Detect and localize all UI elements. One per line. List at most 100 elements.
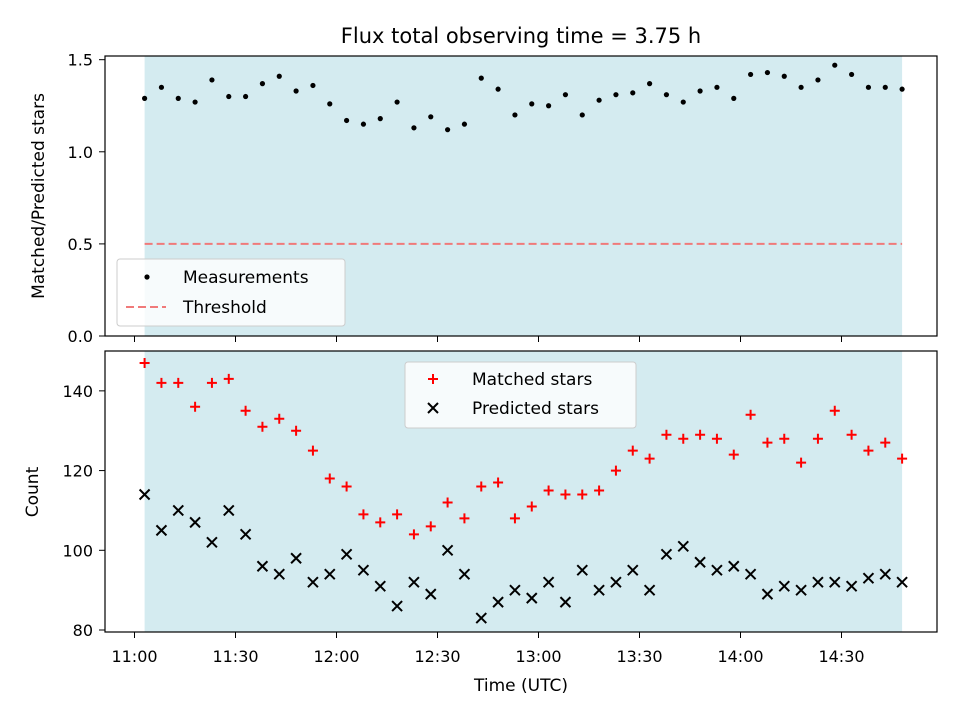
y-tick-label: 1.5 [68, 51, 93, 70]
bottom-legend: Matched stars Predicted stars [404, 361, 637, 429]
measurement-point [529, 101, 535, 107]
predicted-star-point [862, 572, 875, 584]
measurement-point [697, 88, 703, 94]
predicted-star-point [526, 592, 538, 604]
bottom-y-ticks: 80 100 120 140 [62, 382, 105, 640]
predicted-star-point [559, 596, 572, 608]
matched-star-point [695, 429, 706, 440]
predicted-legend-label: Predicted stars [472, 399, 599, 419]
x-axis-label: Time (UTC) [473, 676, 568, 696]
measurement-point [344, 117, 350, 124]
matched-star-point [594, 485, 605, 496]
matched-star-point [762, 437, 773, 448]
predicted-star-point [273, 568, 285, 580]
measurement-point [882, 84, 888, 90]
measurement-point [445, 127, 451, 133]
y-tick-label: 1.0 [68, 143, 93, 162]
matched-star-point [644, 453, 655, 464]
matched-star-point [779, 433, 790, 444]
measurement-point [798, 84, 804, 90]
measurement-point [865, 84, 872, 90]
matched-star-point [274, 413, 285, 424]
matched-star-point [223, 373, 234, 384]
predicted-star-point [374, 580, 386, 592]
matched-star-point [829, 405, 840, 416]
chart-title: Flux total observing time = 3.75 h [341, 24, 701, 48]
matched-star-point [627, 445, 638, 456]
x-tick-label: 13:00 [515, 647, 561, 666]
measurements-series [142, 62, 905, 133]
bottom-y-axis-label: Count [23, 466, 43, 517]
measurement-point [259, 81, 266, 87]
predicted-star-point [458, 568, 471, 580]
predicted-star-point [206, 536, 218, 549]
measurement-point [478, 75, 484, 81]
predicted-star-point [290, 552, 302, 564]
predicted-star-point [223, 504, 235, 517]
predicted-star-point [643, 584, 656, 596]
measurement-point [175, 95, 181, 101]
matched-star-point [307, 445, 318, 456]
predicted-star-point [239, 528, 252, 541]
matched-star-point [711, 433, 722, 444]
y-tick-label: 80 [73, 621, 93, 640]
x-tick-label: 14:30 [818, 647, 864, 666]
measurement-point [512, 112, 518, 118]
measurement-point [815, 77, 821, 83]
matched-star-point [560, 489, 571, 500]
y-tick-label: 140 [62, 382, 93, 401]
bottom-legend-box [404, 361, 637, 429]
predicted-star-point [677, 540, 689, 553]
measurement-point [748, 71, 754, 78]
matched-star-point [812, 433, 823, 444]
matched-star-point [442, 497, 453, 508]
measurement-point [192, 99, 198, 105]
measurement-point [377, 116, 383, 122]
measurement-point [293, 88, 299, 94]
measurements-legend-marker [144, 274, 150, 280]
matched-star-point [493, 477, 504, 488]
measurement-point [158, 84, 165, 90]
matched-star-point [291, 425, 302, 436]
predicted-star-point [307, 576, 319, 588]
matched-star-point [190, 401, 201, 412]
measurement-point [394, 99, 400, 105]
matched-star-point [240, 405, 251, 416]
top-y-axis-label: Matched/Predicted stars [29, 93, 49, 299]
measurement-point [461, 121, 468, 127]
predicted-star-point [324, 568, 336, 580]
matched-star-point [425, 521, 436, 532]
predicted-star-point [627, 564, 639, 576]
matched-star-point [341, 481, 352, 492]
matched-star-point [408, 529, 419, 540]
predicted-star-point [256, 560, 269, 572]
predicted-star-point [391, 600, 403, 612]
matched-star-point [358, 509, 369, 520]
x-tick-label: 13:30 [616, 647, 662, 666]
predicted-star-point [475, 612, 487, 624]
predicted-star-point [660, 548, 673, 560]
measurement-point [411, 125, 417, 131]
measurement-point [562, 92, 569, 98]
matched-star-point [897, 453, 908, 464]
measurement-point [226, 93, 232, 100]
predicted-star-point [138, 488, 151, 501]
measurement-point [327, 101, 333, 107]
predicted-star-point [829, 576, 841, 588]
x-tick-label: 11:00 [111, 647, 157, 666]
predicted-star-point [408, 576, 420, 588]
measurement-point [142, 95, 148, 101]
y-tick-label: 100 [62, 541, 93, 560]
top-plot-frame [104, 55, 938, 337]
predicted-star-point [812, 576, 824, 588]
bottom-panel: 11:00 11:30 12:00 12:30 13:00 13:30 14:00 14:30… [23, 350, 938, 696]
predicted-star-point [576, 564, 588, 576]
matched-star-point [846, 429, 857, 440]
matched-stars-series [139, 357, 908, 540]
measurement-point [276, 73, 282, 79]
matched-star-point [796, 457, 807, 468]
predicted-star-point [593, 584, 605, 596]
matched-legend-marker [428, 374, 438, 384]
measurement-point [680, 99, 686, 105]
